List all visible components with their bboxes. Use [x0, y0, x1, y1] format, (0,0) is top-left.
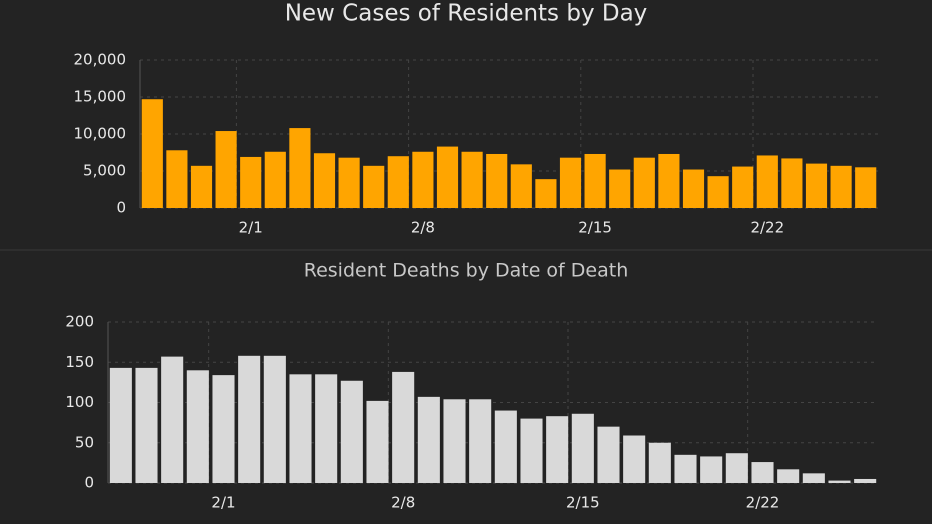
- y-tick-label: 5,000: [83, 162, 126, 180]
- bar: [141, 99, 163, 208]
- bar: [340, 380, 363, 483]
- bar: [366, 400, 389, 483]
- y-tick-label: 10,000: [74, 125, 127, 143]
- bar: [510, 164, 532, 208]
- bar: [756, 155, 778, 208]
- bar: [190, 165, 213, 208]
- bar: [700, 456, 723, 483]
- bar: [781, 158, 803, 208]
- bar: [387, 156, 409, 208]
- bar: [732, 166, 754, 208]
- bar: [584, 153, 606, 208]
- bar: [289, 374, 312, 483]
- bar: [161, 356, 184, 483]
- bar: [802, 473, 825, 483]
- bar: [682, 169, 705, 208]
- bar: [609, 169, 631, 208]
- y-tick-label: 150: [65, 353, 94, 371]
- bar: [559, 157, 582, 208]
- bar: [289, 128, 311, 208]
- y-tick-label: 15,000: [74, 88, 127, 106]
- bar: [461, 151, 483, 208]
- bar: [674, 454, 697, 483]
- bar: [315, 374, 338, 483]
- bar: [623, 435, 646, 483]
- bar: [777, 469, 800, 483]
- bar: [535, 179, 557, 208]
- bar: [854, 478, 877, 483]
- x-tick-label: 2/1: [211, 494, 235, 512]
- bar: [494, 410, 517, 483]
- bar: [805, 163, 828, 208]
- bar: [571, 413, 594, 483]
- bar: [751, 462, 774, 483]
- bar: [338, 157, 360, 208]
- y-tick-label: 20,000: [74, 51, 127, 69]
- bar: [186, 370, 209, 483]
- chart-title: Resident Deaths by Date of Death: [304, 260, 629, 282]
- x-tick-label: 2/22: [750, 219, 784, 237]
- x-tick-label: 2/15: [578, 219, 612, 237]
- x-tick-label: 2/8: [411, 219, 435, 237]
- bar: [212, 375, 235, 483]
- bar: [486, 153, 508, 208]
- bar: [633, 157, 655, 208]
- x-tick-label: 2/8: [391, 494, 415, 512]
- bar: [546, 416, 569, 483]
- y-tick-label: 200: [65, 313, 94, 331]
- bar: [238, 355, 261, 483]
- bar: [392, 371, 415, 483]
- bar: [363, 165, 385, 208]
- y-tick-label: 0: [84, 474, 94, 492]
- bar: [313, 153, 336, 208]
- bar: [443, 399, 466, 483]
- bar: [830, 165, 852, 208]
- bar: [725, 453, 748, 483]
- bar: [855, 167, 877, 208]
- y-tick-label: 100: [65, 393, 94, 411]
- y-tick-label: 0: [116, 199, 126, 217]
- bar: [412, 151, 434, 208]
- bar: [417, 396, 440, 483]
- bar: [648, 442, 671, 483]
- bar: [109, 367, 132, 483]
- chart-title: New Cases of Residents by Day: [285, 1, 648, 27]
- bar: [215, 131, 237, 208]
- bar: [166, 150, 188, 208]
- bar: [135, 367, 158, 483]
- x-tick-label: 2/22: [746, 494, 780, 512]
- x-tick-label: 2/1: [239, 219, 263, 237]
- bar: [707, 176, 729, 208]
- bar: [828, 480, 851, 483]
- y-tick-label: 50: [75, 433, 94, 451]
- bar: [597, 426, 620, 483]
- bar: [263, 355, 286, 483]
- bar: [240, 156, 262, 208]
- bar: [520, 418, 543, 483]
- bar: [658, 153, 680, 208]
- bar: [469, 399, 492, 483]
- bar: [436, 146, 459, 208]
- bar: [264, 151, 286, 208]
- x-tick-label: 2/15: [566, 494, 600, 512]
